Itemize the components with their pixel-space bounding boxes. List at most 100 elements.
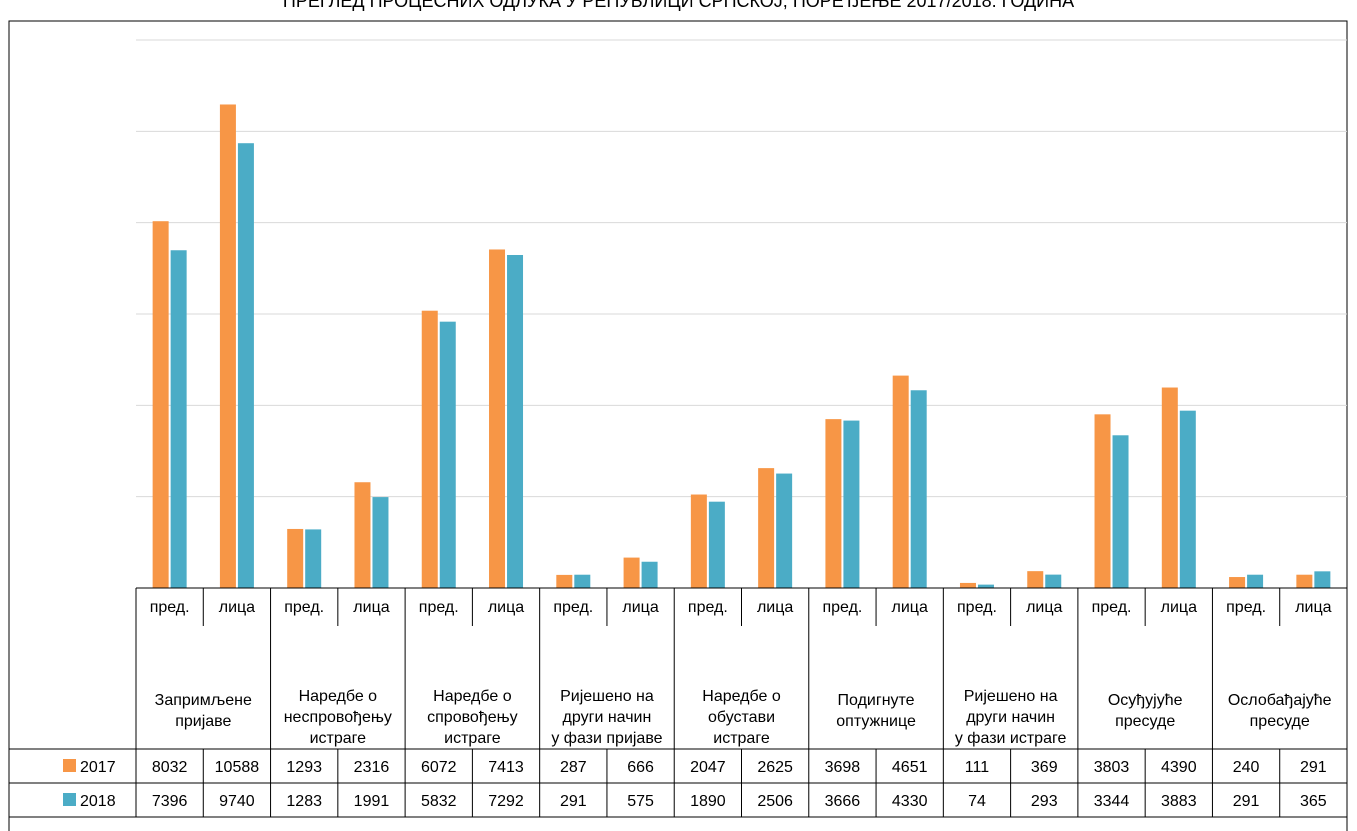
bar-2017-13: [1027, 571, 1044, 588]
data-table: пред. лица пред. лица пред. лица пред. лица пред…: [9, 587, 1348, 818]
value-2018-1: 9740: [219, 793, 255, 810]
value-2018-0: 7396: [152, 793, 188, 810]
bar-2017-10: [825, 419, 842, 588]
subcategory-label-3: лица: [353, 599, 389, 616]
bar-2017-4: [421, 310, 438, 588]
group-label-8-line-1: пресуде: [1250, 713, 1310, 730]
bar-2018-17: [1314, 571, 1331, 588]
chart-title: ПРЕГЛЕД ПРОЦЕСНИХ ОДЛУКА У РЕПУБЛИЦИ СРП…: [282, 0, 1075, 11]
value-2018-9: 2506: [757, 793, 793, 810]
bar-2018-5: [507, 254, 524, 589]
bar-2017-14: [1094, 414, 1111, 588]
subcategory-label-7: лица: [622, 599, 658, 616]
group-label-5-line-1: оптужнице: [836, 713, 916, 730]
group-label-3-line-1: други начин: [563, 709, 652, 726]
value-2018-8: 1890: [690, 793, 726, 810]
value-2017-5: 7413: [488, 759, 524, 776]
group-label-3-line-0: Ријешено на: [560, 688, 654, 705]
subcategory-label-12: пред.: [957, 599, 997, 616]
legend-swatch-2017: [63, 759, 76, 772]
value-2017-8: 2047: [690, 759, 726, 776]
legend-label-2017: 2017: [80, 759, 116, 776]
bar-2018-10: [843, 420, 860, 588]
bar-2018-3: [372, 497, 389, 588]
group-label-0-line-1: пријаве: [175, 713, 231, 730]
legend-swatch-2018: [63, 793, 76, 806]
value-2017-12: 111: [965, 759, 989, 776]
bar-2017-9: [758, 468, 775, 588]
bar-2018-0: [170, 250, 187, 588]
subcategory-label-8: пред.: [688, 599, 728, 616]
group-label-7-line-0: Осуђујуће: [1108, 692, 1183, 709]
subcategory-label-17: лица: [1295, 599, 1331, 616]
subcategory-label-0: пред.: [150, 599, 190, 616]
gridlines: [136, 39, 1347, 498]
bar-2017-16: [1229, 577, 1246, 588]
bar-2017-15: [1161, 387, 1178, 588]
subcategory-label-15: лица: [1161, 599, 1197, 616]
group-label-0-line-0: Запримљене: [155, 692, 252, 709]
value-2017-14: 3803: [1094, 759, 1130, 776]
bar-2017-2: [287, 528, 304, 588]
value-2017-7: 666: [627, 759, 654, 776]
subcategory-label-6: пред.: [553, 599, 593, 616]
value-2018-3: 1991: [354, 793, 390, 810]
group-label-6-line-0: Ријешено на: [964, 688, 1058, 705]
value-2018-4: 5832: [421, 793, 457, 810]
bar-2018-13: [1045, 574, 1062, 588]
bar-2017-8: [690, 494, 707, 588]
value-2017-6: 287: [560, 759, 587, 776]
bar-2018-6: [574, 574, 591, 588]
value-2018-13: 293: [1031, 793, 1058, 810]
value-2018-7: 575: [627, 793, 654, 810]
value-2018-15: 3883: [1161, 793, 1197, 810]
value-2018-5: 7292: [488, 793, 524, 810]
group-label-4-line-2: истраге: [713, 730, 770, 747]
bar-2017-1: [219, 104, 236, 589]
subcategory-label-14: пред.: [1092, 599, 1132, 616]
bar-2018-12: [977, 584, 994, 588]
subcategory-label-1: лица: [219, 599, 255, 616]
value-2017-0: 8032: [152, 759, 188, 776]
bar-2018-9: [776, 473, 793, 588]
group-label-1-line-0: Наредбе о: [299, 688, 378, 705]
bar-2017-11: [892, 375, 909, 588]
group-label-4-line-0: Наредбе о: [702, 688, 781, 705]
value-2017-10: 3698: [825, 759, 861, 776]
value-2018-17: 365: [1300, 793, 1327, 810]
bar-2018-8: [708, 501, 725, 588]
subcategory-label-10: пред.: [822, 599, 862, 616]
value-2017-4: 6072: [421, 759, 457, 776]
chart-frame: [8, 20, 1348, 831]
bar-2018-15: [1179, 410, 1196, 588]
bar-2017-5: [489, 249, 506, 588]
bars: [152, 104, 1331, 589]
value-2017-3: 2316: [354, 759, 390, 776]
value-2017-15: 4390: [1161, 759, 1197, 776]
value-2017-9: 2625: [757, 759, 793, 776]
subcategory-label-13: лица: [1026, 599, 1062, 616]
value-2018-2: 1283: [286, 793, 322, 810]
group-label-8-line-0: Ослобађајуће: [1228, 692, 1332, 709]
group-label-6-line-1: други начин: [966, 709, 1055, 726]
bar-2018-7: [641, 561, 658, 588]
group-label-1-line-2: истраге: [310, 730, 367, 747]
subcategory-label-2: пред.: [284, 599, 324, 616]
value-2017-2: 1293: [286, 759, 322, 776]
bar-2017-3: [354, 482, 371, 588]
group-label-2-line-1: спровођењу: [427, 709, 517, 726]
value-2017-11: 4651: [892, 759, 928, 776]
group-label-4-line-1: обустави: [708, 709, 775, 726]
value-2018-10: 3666: [825, 793, 861, 810]
group-label-2-line-0: Наредбе о: [433, 688, 512, 705]
subcategory-label-16: пред.: [1226, 599, 1266, 616]
bar-2018-11: [910, 390, 927, 588]
bar-2018-14: [1112, 435, 1129, 588]
subcategory-label-4: пред.: [419, 599, 459, 616]
group-label-7-line-1: пресуде: [1115, 713, 1175, 730]
group-label-2-line-2: истраге: [444, 730, 501, 747]
group-label-1-line-1: неспровођењу: [284, 709, 392, 726]
subcategory-label-5: лица: [488, 599, 524, 616]
